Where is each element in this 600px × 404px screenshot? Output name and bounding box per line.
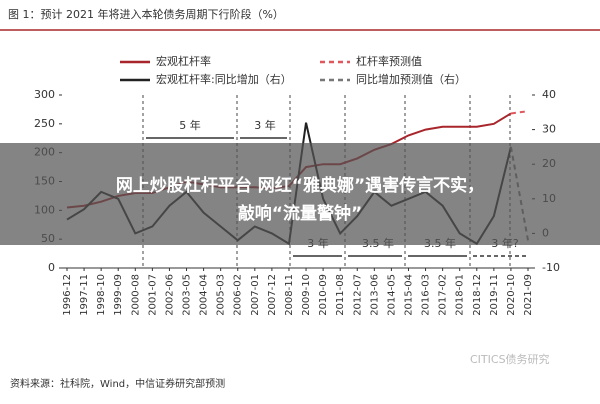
cycle-arrows (146, 137, 526, 257)
x-tick-label: 2004-04 (199, 274, 210, 316)
x-tick-label: 2018-12 (472, 274, 483, 316)
x-tick-label: 1999-09 (113, 274, 124, 316)
x-tick-label: 2019-11 (489, 274, 500, 316)
y-tick-label: 0 (48, 261, 55, 274)
x-tick-label: 2010-09 (318, 274, 329, 316)
x-tick-label: 2013-06 (369, 274, 380, 316)
x-tick-label: 2021-09 (523, 274, 534, 316)
annotation: 5 年 (179, 118, 201, 132)
overlay-band (0, 143, 600, 245)
x-tick-label: 2007-01 (250, 274, 261, 316)
x-tick-label: 2012-07 (352, 274, 363, 316)
overlay-line: 敲响“流量警钟” (238, 203, 362, 224)
x-tick-label: 2007-12 (267, 274, 278, 316)
y2-tick-label: -10 (542, 261, 560, 274)
annotation: 3 年 (254, 118, 276, 132)
x-tick-label: 2014-05 (386, 274, 397, 316)
x-tick-label: 2015-04 (403, 274, 414, 316)
y-tick-label: 300 (34, 88, 55, 101)
x-tick-label: 1998-10 (96, 274, 107, 316)
legend-label: 宏观杠杆率 (156, 54, 211, 68)
series-line (510, 110, 529, 115)
x-tick-label: 2009-10 (301, 274, 312, 316)
y2-tick-label: 40 (542, 88, 556, 101)
legend-label: 杠杆率预测值 (356, 54, 422, 68)
x-tick-label: 2003-05 (182, 274, 193, 316)
x-tick-label: 1996-12 (62, 274, 73, 316)
x-tick-label: 2008-11 (284, 274, 295, 316)
x-tick-label: 2002-06 (164, 274, 175, 316)
x-tick-label: 1997-11 (79, 274, 90, 316)
x-tick-label: 2000-08 (130, 274, 141, 316)
x-tick-label: 2020-10 (506, 274, 517, 316)
x-tick-label: 2016-03 (421, 274, 432, 316)
x-tick-label: 2001-07 (147, 274, 158, 316)
watermark: CITICS债务研究 (470, 352, 550, 366)
legend-label: 同比增加预测值（右） (356, 72, 466, 86)
source: 资料来源：社科院，Wind，中信证券研究部预测 (10, 377, 225, 390)
x-tick-label: 2006-02 (233, 274, 244, 316)
x-tick-label: 2005-03 (216, 274, 227, 316)
x-tick-label: 2017-02 (438, 274, 449, 316)
overlay-line: 网上炒股杠杆平台 网红“雅典娜”遇害传言不实， (116, 175, 484, 196)
legend-label: 宏观杠杆率:同比增加（右） (156, 72, 292, 86)
y-tick-label: 250 (34, 117, 55, 130)
chart-title: 图 1：预计 2021 年将进入本轮债务周期下行阶段（%） (8, 7, 284, 21)
x-tick-label: 2018-01 (455, 274, 466, 316)
y2-tick-label: 30 (542, 123, 556, 136)
x-tick-label: 2011-08 (335, 274, 346, 316)
